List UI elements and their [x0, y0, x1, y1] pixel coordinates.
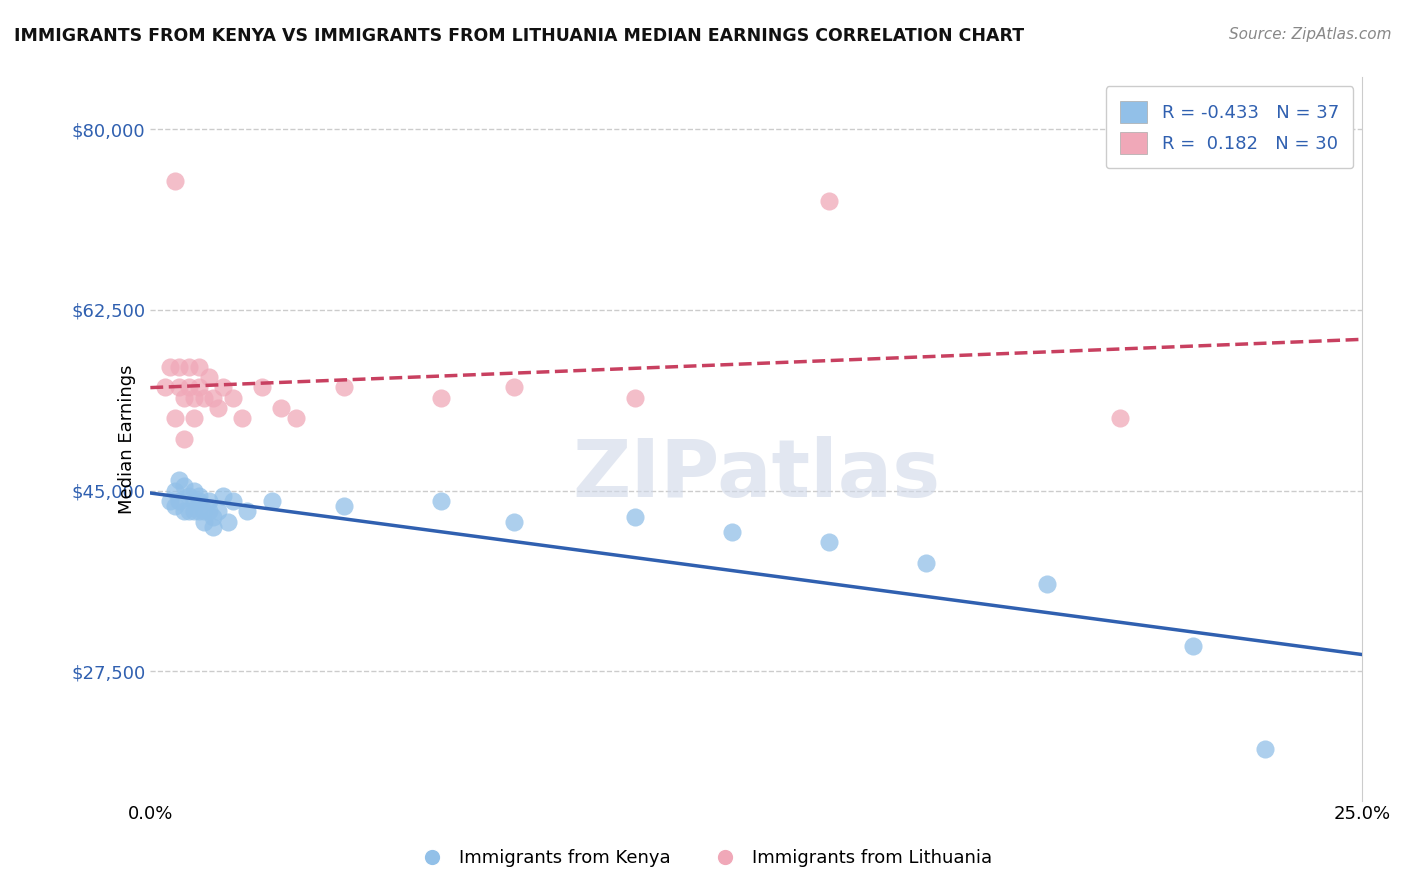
Point — [179, 504, 201, 518]
Point — [197, 370, 219, 384]
Legend: R = -0.433   N = 37, R =  0.182   N = 30: R = -0.433 N = 37, R = 0.182 N = 30 — [1105, 87, 1354, 169]
Point — [915, 556, 938, 570]
Point — [169, 380, 191, 394]
Point — [1181, 639, 1204, 653]
Point — [222, 494, 245, 508]
Point — [212, 489, 235, 503]
Point — [187, 489, 209, 503]
Point — [163, 483, 186, 498]
Point — [173, 432, 195, 446]
Point — [183, 494, 205, 508]
Point — [179, 380, 201, 394]
Point — [173, 504, 195, 518]
Point — [183, 504, 205, 518]
Point — [222, 391, 245, 405]
Point — [197, 494, 219, 508]
Point — [231, 411, 253, 425]
Point — [183, 411, 205, 425]
Point — [187, 359, 209, 374]
Point — [1254, 742, 1277, 756]
Point — [260, 494, 283, 508]
Point — [187, 380, 209, 394]
Point — [202, 391, 225, 405]
Point — [159, 494, 181, 508]
Point — [202, 509, 225, 524]
Point — [1036, 576, 1059, 591]
Point — [173, 391, 195, 405]
Point — [236, 504, 259, 518]
Point — [430, 391, 453, 405]
Point — [187, 504, 209, 518]
Text: IMMIGRANTS FROM KENYA VS IMMIGRANTS FROM LITHUANIA MEDIAN EARNINGS CORRELATION C: IMMIGRANTS FROM KENYA VS IMMIGRANTS FROM… — [14, 27, 1024, 45]
Point — [818, 194, 841, 209]
Point — [207, 401, 229, 415]
Point — [624, 391, 647, 405]
Text: Source: ZipAtlas.com: Source: ZipAtlas.com — [1229, 27, 1392, 42]
Point — [503, 515, 526, 529]
Point — [163, 499, 186, 513]
Legend: Immigrants from Kenya, Immigrants from Lithuania: Immigrants from Kenya, Immigrants from L… — [406, 842, 1000, 874]
Point — [163, 411, 186, 425]
Point — [153, 380, 176, 394]
Point — [721, 524, 744, 539]
Point — [503, 380, 526, 394]
Point — [169, 474, 191, 488]
Point — [187, 494, 209, 508]
Point — [159, 359, 181, 374]
Point — [183, 391, 205, 405]
Point — [624, 509, 647, 524]
Point — [173, 478, 195, 492]
Point — [270, 401, 292, 415]
Point — [193, 504, 215, 518]
Point — [179, 359, 201, 374]
Y-axis label: Median Earnings: Median Earnings — [118, 364, 136, 514]
Point — [1109, 411, 1132, 425]
Point — [202, 520, 225, 534]
Point — [333, 380, 356, 394]
Point — [193, 391, 215, 405]
Point — [169, 494, 191, 508]
Point — [179, 489, 201, 503]
Text: ZIPatlas: ZIPatlas — [572, 436, 941, 514]
Point — [250, 380, 273, 394]
Point — [430, 494, 453, 508]
Point — [333, 499, 356, 513]
Point — [818, 535, 841, 549]
Point — [183, 483, 205, 498]
Point — [163, 174, 186, 188]
Point — [217, 515, 239, 529]
Point — [197, 504, 219, 518]
Point — [169, 359, 191, 374]
Point — [284, 411, 307, 425]
Point — [207, 504, 229, 518]
Point — [212, 380, 235, 394]
Point — [193, 515, 215, 529]
